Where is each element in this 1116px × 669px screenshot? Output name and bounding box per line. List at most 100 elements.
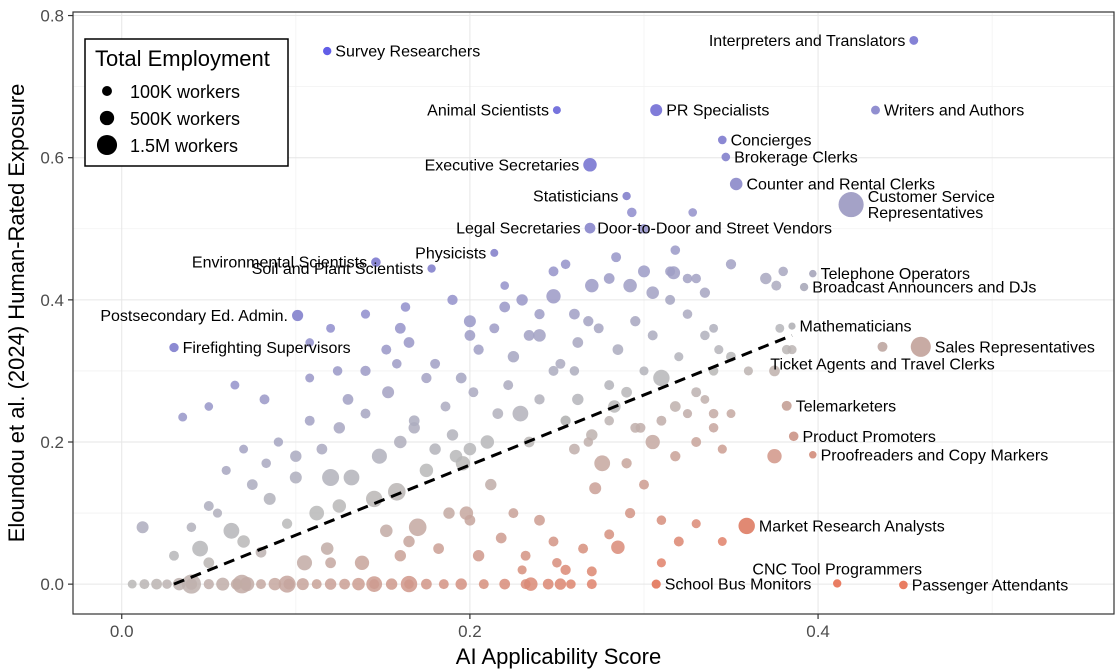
data-point xyxy=(603,273,615,284)
data-point xyxy=(360,408,371,419)
data-point xyxy=(186,522,197,533)
data-point xyxy=(604,380,615,391)
data-point xyxy=(246,479,258,490)
data-point xyxy=(339,578,350,590)
data-point xyxy=(296,555,313,571)
data-point xyxy=(743,366,753,376)
data-point xyxy=(546,289,561,304)
data-point xyxy=(352,577,365,591)
data-point xyxy=(548,365,559,376)
data-point xyxy=(322,468,340,487)
data-point xyxy=(430,358,441,369)
labeled-data-point xyxy=(910,336,931,357)
data-point xyxy=(403,337,415,348)
data-point xyxy=(554,578,567,590)
data-point xyxy=(560,564,571,576)
data-point xyxy=(385,578,398,590)
data-point xyxy=(333,422,345,434)
point-label: Statisticians xyxy=(533,189,618,206)
data-point xyxy=(583,437,594,447)
data-point xyxy=(408,518,427,537)
data-point xyxy=(517,565,527,575)
point-label: Executive Secretaries xyxy=(425,157,580,174)
data-point xyxy=(611,252,622,263)
data-point xyxy=(261,458,271,469)
data-point xyxy=(717,444,727,454)
labeled-data-point xyxy=(552,106,561,115)
point-label: Passenger Attendants xyxy=(912,577,1069,594)
data-point xyxy=(472,550,485,562)
labeled-data-point xyxy=(781,400,792,411)
labeled-data-point xyxy=(427,264,436,273)
data-point xyxy=(569,366,580,376)
data-point xyxy=(446,429,459,441)
labeled-data-point xyxy=(323,46,332,56)
point-label: PR Specialists xyxy=(666,103,769,120)
data-point xyxy=(639,366,649,376)
data-point xyxy=(548,536,559,547)
data-point xyxy=(332,366,343,376)
data-point xyxy=(586,579,597,590)
data-point xyxy=(382,386,395,399)
legend-entry-label: 1.5M workers xyxy=(130,136,238,156)
data-point xyxy=(216,577,230,591)
labeled-data-point xyxy=(899,580,908,590)
data-point xyxy=(534,514,545,526)
data-point xyxy=(381,344,392,355)
data-point xyxy=(499,301,511,313)
data-point xyxy=(578,543,589,554)
data-point xyxy=(492,408,504,419)
data-point xyxy=(463,315,476,328)
data-point xyxy=(268,577,282,591)
data-point xyxy=(136,521,149,534)
data-point xyxy=(433,543,444,554)
data-point xyxy=(203,557,215,569)
data-point xyxy=(403,535,415,548)
data-point xyxy=(621,458,632,469)
data-point xyxy=(673,536,684,547)
point-label: Mathematicians xyxy=(800,319,912,336)
point-label: Concierges xyxy=(731,132,812,149)
data-point xyxy=(682,409,693,419)
legend-size-marker xyxy=(99,110,115,126)
y-axis-title: Eloundou et al. (2024) Human-Rated Expos… xyxy=(4,84,29,543)
data-point xyxy=(394,322,406,334)
data-point xyxy=(500,281,510,290)
point-label: Door-to-Door and Street Vendors xyxy=(597,221,832,238)
point-label: CNC Tool Programmers xyxy=(752,561,922,578)
data-point xyxy=(638,265,650,278)
data-point xyxy=(365,490,383,508)
labeled-data-point xyxy=(651,579,661,589)
data-point xyxy=(714,345,724,355)
data-point xyxy=(139,579,150,590)
data-point xyxy=(630,422,641,433)
y-tick-label: 0.6 xyxy=(40,149,64,168)
data-point xyxy=(682,309,693,319)
data-point xyxy=(691,519,701,529)
data-point xyxy=(725,259,737,270)
point-label: Product Promoters xyxy=(803,429,936,446)
data-point xyxy=(259,394,270,405)
axes: 0.0 0.2 0.4 0.0 0.2 0.4 0.6 0.8 xyxy=(40,7,830,641)
trend-line xyxy=(173,333,793,586)
data-point xyxy=(473,344,484,355)
labeled-data-point xyxy=(292,309,304,322)
labeled-data-point xyxy=(717,135,727,145)
data-point xyxy=(691,273,701,284)
data-point xyxy=(552,558,562,568)
point-label: Customer Service Representatives xyxy=(868,189,995,222)
data-point xyxy=(169,550,179,561)
point-label: Firefighting Supervisors xyxy=(183,340,351,357)
labeled-data-point xyxy=(799,282,809,292)
data-point xyxy=(612,344,624,355)
data-point xyxy=(604,415,614,426)
data-point xyxy=(440,401,451,412)
labeled-data-point xyxy=(909,35,919,45)
data-point xyxy=(569,443,580,455)
data-point xyxy=(343,469,360,486)
data-point xyxy=(127,579,137,589)
data-point xyxy=(542,578,554,590)
data-point xyxy=(670,245,681,255)
y-tick-label: 0.4 xyxy=(40,291,64,310)
